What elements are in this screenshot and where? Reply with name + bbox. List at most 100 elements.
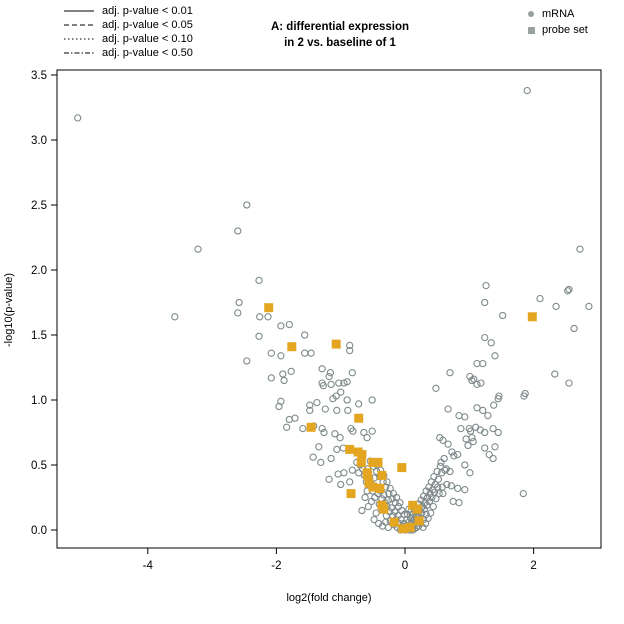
data-point-circle (349, 427, 357, 435)
data-point-circle (325, 372, 333, 381)
data-point-circle (309, 453, 317, 461)
data-point-circle (358, 506, 366, 515)
data-point-circle (461, 461, 469, 469)
data-point-circle (283, 423, 291, 431)
data-point-circle (485, 450, 493, 459)
data-point-circle (234, 227, 242, 235)
data-point-circle (287, 367, 295, 376)
data-point-circle (481, 444, 489, 452)
legend-line-label: adj. p-value < 0.10 (102, 33, 193, 45)
data-point-circle (285, 320, 293, 329)
data-point-circle (306, 406, 314, 415)
y-tick-label: 0.0 (31, 525, 47, 537)
data-point-circle (243, 357, 251, 365)
data-point-circle (370, 515, 378, 524)
legend-line-item: adj. p-value < 0.50 (63, 46, 193, 60)
data-point-circle (340, 469, 348, 477)
data-point-circle (484, 411, 492, 420)
data-point-square (389, 517, 399, 527)
chart-title-line1: A: differential expression (270, 21, 410, 33)
data-point-circle (464, 441, 472, 450)
data-point-circle (481, 333, 489, 342)
data-point-circle (256, 313, 264, 321)
data-point-circle (317, 458, 325, 467)
data-point-circle (432, 384, 440, 392)
data-point-circle (333, 406, 341, 415)
data-point-circle (469, 437, 477, 446)
data-point-circle (306, 401, 314, 409)
data-point-circle (466, 469, 474, 477)
data-point-circle (255, 332, 263, 340)
data-point-square (379, 504, 389, 514)
data-point-circle (327, 454, 335, 463)
data-point-circle (487, 339, 495, 347)
data-point-circle (267, 349, 275, 357)
legend-line-item: adj. p-value < 0.01 (63, 4, 193, 18)
data-point-circle (477, 379, 485, 387)
data-point-circle (386, 484, 394, 493)
data-point-circle (438, 483, 446, 491)
data-point-circle (489, 454, 497, 463)
data-point-circle (275, 402, 283, 411)
y-tick-label: 3.5 (31, 70, 47, 82)
square-marker-icon (524, 26, 538, 34)
data-point-circle (194, 245, 202, 253)
data-point-circle (520, 392, 528, 400)
data-point-circle (432, 495, 440, 503)
legend-line-label: adj. p-value < 0.01 (102, 5, 193, 17)
data-point-circle (396, 499, 404, 507)
data-point-circle (334, 470, 342, 478)
dashed-line-icon (64, 24, 94, 26)
mrna-points (74, 86, 593, 534)
y-tick-label: 0.5 (31, 460, 47, 472)
data-point-circle (299, 424, 307, 433)
data-point-circle (340, 379, 348, 387)
data-point-square (397, 463, 407, 473)
data-point-square (527, 312, 537, 322)
data-point-circle (372, 509, 380, 517)
y-axis-label: -log10(p-value) (3, 273, 15, 347)
y-tick-label: 3.0 (31, 135, 47, 147)
legend-line-label: adj. p-value < 0.50 (102, 47, 193, 59)
data-point-circle (307, 349, 315, 357)
chart-title-line2: in 2 vs. baseline of 1 (284, 37, 396, 49)
data-point-circle (277, 322, 285, 330)
legend-probe-set-label: probe set (542, 24, 588, 36)
data-point-square (414, 516, 424, 526)
data-point-circle (523, 86, 531, 95)
data-point-circle (436, 462, 445, 470)
data-point-circle (457, 424, 465, 433)
data-point-circle (361, 493, 369, 502)
data-point-circle (337, 480, 345, 489)
data-point-circle (277, 352, 285, 360)
data-point-circle (552, 302, 560, 311)
data-point-circle (355, 400, 363, 408)
data-point-square (356, 457, 366, 467)
dashdot-line-icon (64, 52, 94, 54)
legend-line-label: adj. p-value < 0.05 (102, 19, 193, 31)
legend-item-mrna: mRNA (524, 6, 588, 22)
data-point-circle (481, 428, 489, 437)
data-point-square (363, 470, 373, 480)
data-point-circle (444, 440, 452, 448)
data-point-circle (363, 434, 371, 442)
data-point-circle (450, 452, 458, 460)
data-point-square (368, 457, 378, 467)
data-point-circle (267, 374, 275, 382)
data-point-circle (468, 434, 476, 442)
data-point-square (412, 504, 422, 514)
data-point-square (354, 413, 364, 423)
data-point-circle (320, 428, 328, 437)
data-point-circle (461, 486, 469, 494)
data-point-circle (446, 467, 454, 476)
data-point-circle (438, 469, 446, 477)
data-point-circle (470, 375, 478, 383)
data-point-square (264, 303, 274, 313)
data-point-circle (368, 396, 376, 404)
data-point-circle (301, 349, 309, 357)
legend-line-item: adj. p-value < 0.05 (63, 18, 193, 32)
x-axis-label: log2(fold change) (286, 592, 372, 604)
x-tick-label: -2 (271, 560, 281, 572)
